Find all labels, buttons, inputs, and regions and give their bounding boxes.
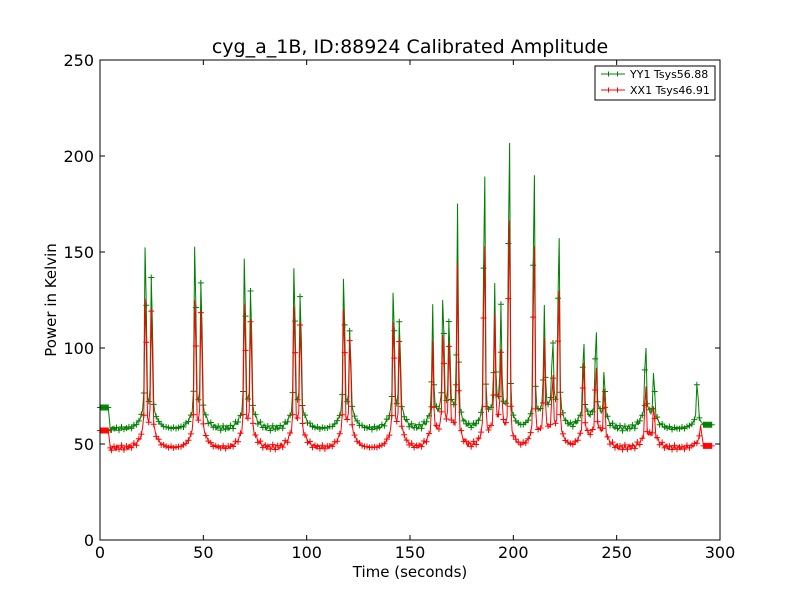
legend-marker-yy1 (606, 71, 620, 77)
legend-marker-xx1 (606, 87, 620, 93)
legend: YY1 Tsys56.88 XX1 Tsys46.91 (594, 65, 716, 101)
x-axis-label: Time (seconds) (352, 563, 468, 581)
ticks-layer: 0 50 100 150 200 250 300 0 50 100 150 200 250 (63, 51, 735, 562)
x-tick-label: 50 (193, 543, 213, 562)
y-axis-label: Power in Kelvin (42, 243, 60, 357)
legend-label-xx1: XX1 Tsys46.91 (630, 84, 710, 97)
y-tick-label: 200 (63, 147, 94, 166)
legend-label-yy1: YY1 Tsys56.88 (629, 68, 708, 81)
x-tick-label: 150 (395, 543, 426, 562)
x-tick-label: 200 (498, 543, 529, 562)
chart-title: cyg_a_1B, ID:88924 Calibrated Amplitude (212, 36, 608, 58)
x-tick-label: 300 (705, 543, 736, 562)
y-tick-label: 50 (74, 435, 94, 454)
legend-box (594, 65, 716, 101)
x-tick-label: 0 (95, 543, 105, 562)
y-tick-label: 0 (84, 531, 94, 550)
x-tick-label: 100 (291, 543, 322, 562)
y-tick-label: 100 (63, 339, 94, 358)
y-tick-label: 150 (63, 243, 94, 262)
plot-area (100, 60, 720, 540)
x-tick-label: 250 (601, 543, 632, 562)
y-tick-label: 250 (63, 51, 94, 70)
